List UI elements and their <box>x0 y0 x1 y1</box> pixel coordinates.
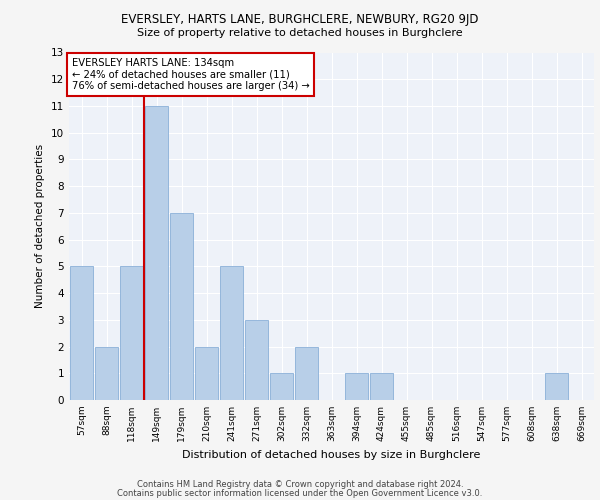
Text: EVERSLEY HARTS LANE: 134sqm
← 24% of detached houses are smaller (11)
76% of sem: EVERSLEY HARTS LANE: 134sqm ← 24% of det… <box>71 58 310 91</box>
Bar <box>220 266 243 400</box>
Text: Contains HM Land Registry data © Crown copyright and database right 2024.: Contains HM Land Registry data © Crown c… <box>137 480 463 489</box>
Bar <box>370 374 393 400</box>
Bar <box>345 374 368 400</box>
Text: EVERSLEY, HARTS LANE, BURGHCLERE, NEWBURY, RG20 9JD: EVERSLEY, HARTS LANE, BURGHCLERE, NEWBUR… <box>121 12 479 26</box>
Text: Size of property relative to detached houses in Burghclere: Size of property relative to detached ho… <box>137 28 463 38</box>
Bar <box>145 106 168 400</box>
Bar <box>70 266 93 400</box>
Bar <box>170 213 193 400</box>
Bar <box>545 374 568 400</box>
Bar <box>95 346 118 400</box>
Y-axis label: Number of detached properties: Number of detached properties <box>35 144 46 308</box>
X-axis label: Distribution of detached houses by size in Burghclere: Distribution of detached houses by size … <box>182 450 481 460</box>
Text: Contains public sector information licensed under the Open Government Licence v3: Contains public sector information licen… <box>118 488 482 498</box>
Bar <box>245 320 268 400</box>
Bar <box>295 346 318 400</box>
Bar <box>120 266 143 400</box>
Bar <box>195 346 218 400</box>
Bar <box>270 374 293 400</box>
